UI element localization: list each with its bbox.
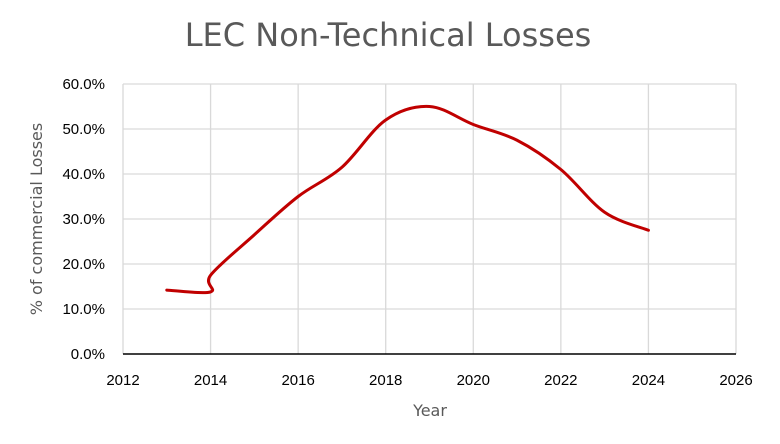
y-tick-label: 60.0%: [62, 76, 105, 93]
x-tick-label: 2016: [281, 372, 314, 389]
y-tick-label: 40.0%: [62, 166, 105, 183]
x-tick-label: 2026: [719, 372, 752, 389]
y-axis-ticks: 0.0% 10.0% 20.0% 30.0% 40.0% 50.0% 60.0%: [62, 76, 105, 363]
x-axis-ticks: 2012 2014 2016 2018 2020 2022 2024 2026: [106, 372, 752, 389]
y-tick-label: 50.0%: [62, 121, 105, 138]
y-tick-label: 30.0%: [62, 211, 105, 228]
x-tick-label: 2018: [369, 372, 402, 389]
gridlines: [123, 84, 736, 354]
chart-title: LEC Non-Technical Losses: [185, 16, 592, 54]
series: [167, 106, 649, 292]
x-tick-label: 2020: [457, 372, 490, 389]
x-axis-title: Year: [412, 401, 447, 420]
x-tick-label: 2024: [632, 372, 665, 389]
y-tick-label: 0.0%: [71, 346, 105, 363]
x-tick-label: 2012: [106, 372, 139, 389]
y-axis-title: % of commercial Losses: [27, 123, 46, 315]
series-line: [167, 106, 649, 292]
x-tick-label: 2014: [194, 372, 227, 389]
x-tick-label: 2022: [544, 372, 577, 389]
y-tick-label: 20.0%: [62, 256, 105, 273]
y-tick-label: 10.0%: [62, 301, 105, 318]
